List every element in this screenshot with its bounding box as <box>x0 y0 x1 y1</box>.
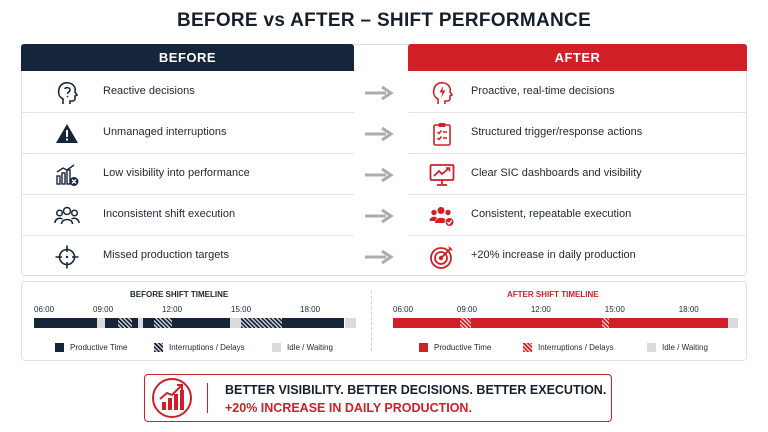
legend-label: Idle / Waiting <box>662 343 708 352</box>
banner-headline: BETTER VISIBILITY. BETTER DECISIONS. BET… <box>225 383 607 397</box>
timeline-tick-label: 15:00 <box>604 305 625 314</box>
head-lightning-icon <box>432 81 454 104</box>
after-cell: Clear SIC dashboards and visibility <box>408 154 747 195</box>
before-text: Unmanaged interruptions <box>103 126 227 138</box>
after-cell: Consistent, repeatable execution <box>408 195 747 236</box>
after-text: Structured trigger/response actions <box>471 126 643 138</box>
after-text: Proactive, real-time decisions <box>471 85 615 97</box>
timeline-tick-label: 18:00 <box>300 305 321 314</box>
timeline-segment-productive <box>172 318 230 328</box>
timeline-tick-label: 06:00 <box>393 305 414 314</box>
arrow-right-icon <box>365 249 394 265</box>
target-arrow-icon <box>430 246 453 269</box>
timeline-tick-label: 06:00 <box>34 305 55 314</box>
after-cell: Proactive, real-time decisions <box>408 72 747 113</box>
comparison-panel <box>21 44 747 276</box>
before-timeline-bar <box>34 318 356 328</box>
timeline-segment-productive <box>393 318 460 328</box>
timeline-segment-productive <box>282 318 345 328</box>
timeline-segment-interruption <box>153 318 172 328</box>
before-text: Missed production targets <box>103 249 229 261</box>
crosshair-icon <box>55 245 79 269</box>
legend-label: Interruptions / Delays <box>169 343 245 352</box>
after-cell: Structured trigger/response actions <box>408 113 747 154</box>
idle-swatch <box>647 343 656 352</box>
productive-swatch <box>55 343 64 352</box>
productive-swatch <box>419 343 428 352</box>
comparison-row: Inconsistent shift execution Consistent,… <box>21 195 747 236</box>
interruptions-swatch <box>523 343 532 352</box>
comparison-row: Unmanaged interruptions Structured trigg… <box>21 113 747 154</box>
before-cell: Inconsistent shift execution <box>21 195 354 236</box>
banner-highlight: +20% INCREASE IN DAILY PRODUCTION. <box>225 401 472 415</box>
arrow-right-icon <box>365 208 394 224</box>
timeline-segment-interruption <box>241 318 283 328</box>
timeline-segment-productive <box>105 318 118 328</box>
before-cell: Reactive decisions <box>21 72 354 113</box>
legend-label: Productive Time <box>70 343 128 352</box>
after-text: Clear SIC dashboards and visibility <box>471 167 642 179</box>
legend-label: Productive Time <box>434 343 492 352</box>
bar-chart-x-icon <box>56 164 79 186</box>
comparison-row: Reactive decisions Proactive, real-time … <box>21 72 747 113</box>
warning-triangle-icon <box>56 124 78 143</box>
timeline-segment-idle <box>728 318 738 328</box>
timeline-segment-productive <box>608 318 729 328</box>
before-column-header: BEFORE <box>21 44 354 71</box>
summary-banner: BETTER VISIBILITY. BETTER DECISIONS. BET… <box>144 374 612 422</box>
timeline-segment-idle <box>137 318 144 328</box>
timeline-tick-label: 12:00 <box>162 305 183 314</box>
banner-separator <box>207 383 208 413</box>
legend-label: Interruptions / Delays <box>538 343 614 352</box>
comparison-row: Low visibility into performance Clear SI… <box>21 154 747 195</box>
idle-swatch <box>272 343 281 352</box>
timeline-segment-interruption <box>602 318 609 328</box>
before-cell: Low visibility into performance <box>21 154 354 195</box>
after-text: +20% increase in daily production <box>471 249 636 261</box>
head-question-icon <box>57 81 79 104</box>
timeline-segment-productive <box>131 318 138 328</box>
team-check-icon <box>429 207 455 227</box>
timeline-tick-label: 09:00 <box>93 305 114 314</box>
timeline-segment-interruption <box>459 318 471 328</box>
team-outline-icon <box>54 206 80 225</box>
timeline-segment-idle <box>229 318 241 328</box>
timeline-segment-productive <box>34 318 98 328</box>
after-timeline-bar <box>393 318 738 328</box>
before-cell: Unmanaged interruptions <box>21 113 354 154</box>
arrow-right-icon <box>365 85 394 101</box>
page-title: BEFORE vs AFTER – SHIFT PERFORMANCE <box>176 10 592 31</box>
arrow-right-icon <box>365 167 394 183</box>
timeline-segment-interruption <box>117 318 132 328</box>
after-column-header: AFTER <box>408 44 747 71</box>
timeline-divider <box>371 291 372 351</box>
timeline-tick-label: 18:00 <box>678 305 699 314</box>
before-timeline-title: BEFORE SHIFT TIMELINE <box>130 290 229 299</box>
before-cell: Missed production targets <box>21 236 354 277</box>
timeline-segment-productive <box>143 318 154 328</box>
after-cell: +20% increase in daily production <box>408 236 747 277</box>
timeline-tick-label: 09:00 <box>456 305 477 314</box>
interruptions-swatch <box>154 343 163 352</box>
timeline-segment-idle <box>97 318 106 328</box>
monitor-chart-icon <box>429 164 455 186</box>
after-text: Consistent, repeatable execution <box>471 208 632 220</box>
before-text: Low visibility into performance <box>103 167 250 179</box>
timeline-tick-label: 12:00 <box>530 305 551 314</box>
before-text: Reactive decisions <box>103 85 195 97</box>
clipboard-checklist-icon <box>433 123 451 146</box>
after-timeline-title: AFTER SHIFT TIMELINE <box>507 290 599 299</box>
growth-chart-icon <box>152 378 192 418</box>
arrow-right-icon <box>365 126 394 142</box>
timeline-segment-idle <box>344 318 356 328</box>
timeline-segment-productive <box>470 318 603 328</box>
comparison-row: Missed production targets +20% increase … <box>21 236 747 277</box>
timeline-tick-label: 15:00 <box>231 305 252 314</box>
before-text: Inconsistent shift execution <box>103 208 236 220</box>
legend-label: Idle / Waiting <box>287 343 333 352</box>
